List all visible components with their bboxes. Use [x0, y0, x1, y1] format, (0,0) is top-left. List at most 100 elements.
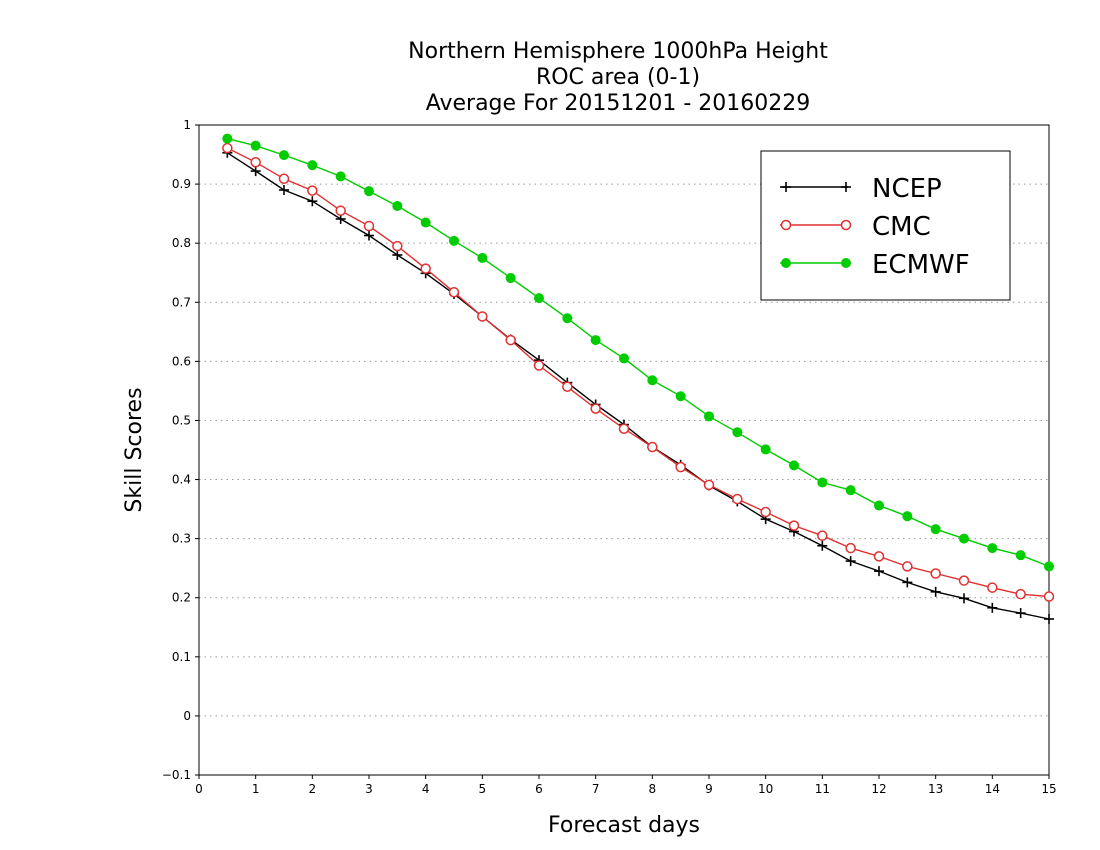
- data-point: [703, 479, 715, 491]
- title-line-3: Average For 20151201 - 20160229: [426, 91, 811, 116]
- legend: NCEP CMC ECMWF: [760, 150, 1011, 301]
- data-point: [817, 477, 828, 488]
- data-point: [902, 511, 913, 522]
- x-tick-label: 3: [365, 782, 373, 796]
- x-tick-label: 6: [535, 782, 543, 796]
- data-point: [732, 493, 743, 505]
- data-point: [392, 250, 403, 260]
- plot-frame: [198, 124, 1050, 776]
- x-tick-label: 1: [252, 782, 260, 796]
- data-point: [618, 423, 630, 434]
- data-point: [845, 556, 856, 567]
- x-tick-label: 10: [758, 782, 773, 796]
- y-tick-label: 0.7: [172, 295, 191, 309]
- series-line-ecmwf: [227, 137, 1050, 568]
- data-point: [590, 335, 601, 346]
- chart-title: Northern Hemisphere 1000hPa Height ROC a…: [408, 39, 828, 116]
- y-tick-label: 0.6: [172, 354, 191, 368]
- y-tick-label: −0.1: [162, 768, 191, 782]
- data-point: [335, 171, 346, 182]
- data-point: [307, 185, 318, 196]
- data-point: [930, 568, 941, 579]
- data-point: [392, 200, 403, 211]
- y-tick-label: 0.1: [172, 650, 191, 664]
- data-point: [760, 444, 771, 455]
- data-point: [448, 286, 460, 298]
- data-point: [420, 263, 431, 274]
- y-tick-label: 0.4: [172, 473, 191, 487]
- y-axis-label: Skill Scores: [122, 387, 147, 512]
- data-point: [477, 252, 488, 263]
- series-ecmwf: [222, 133, 1054, 572]
- legend-entries: NCEP CMC ECMWF: [780, 174, 970, 280]
- data-point: [987, 602, 998, 613]
- data-point: [505, 273, 516, 284]
- data-point: [449, 235, 459, 246]
- x-tick-label: 4: [422, 782, 430, 796]
- legend-marker: [840, 219, 852, 231]
- data-point: [1043, 591, 1055, 602]
- data-point: [420, 217, 431, 228]
- data-point: [902, 561, 913, 572]
- data-point: [1015, 608, 1026, 619]
- x-tick-label: 7: [592, 782, 600, 796]
- data-point: [959, 533, 969, 544]
- x-axis-ticks: 0 1 2 3 4 5 6 7 8 9 10 11 12 13 14 15: [195, 775, 1057, 796]
- data-point: [279, 185, 289, 195]
- data-point: [704, 411, 714, 422]
- data-point: [930, 524, 941, 535]
- data-point: [364, 186, 374, 197]
- data-point: [902, 577, 913, 588]
- data-point: [392, 240, 403, 252]
- data-point: [845, 485, 856, 496]
- legend-label: NCEP: [872, 174, 942, 204]
- data-point: [250, 166, 261, 177]
- y-tick-label: 0.9: [172, 177, 191, 191]
- data-point: [1044, 561, 1054, 572]
- data-point: [1044, 614, 1054, 624]
- y-tick-label: 1: [183, 118, 191, 132]
- data-point: [1015, 550, 1026, 561]
- data-point: [788, 520, 800, 531]
- data-point: [732, 427, 743, 438]
- data-point: [363, 220, 375, 232]
- legend-item-ncep: NCEP: [780, 174, 942, 204]
- data-point: [874, 566, 884, 577]
- data-point: [250, 156, 261, 168]
- series-group: [222, 133, 1055, 624]
- data-point: [760, 506, 771, 518]
- data-point: [987, 543, 998, 554]
- data-point: [250, 140, 261, 151]
- data-point: [307, 196, 318, 207]
- legend-marker: [841, 182, 851, 192]
- data-point: [930, 586, 941, 597]
- data-point: [562, 381, 573, 393]
- data-point: [789, 460, 799, 471]
- legend-label: ECMWF: [872, 250, 970, 280]
- legend-label: CMC: [872, 212, 931, 242]
- x-tick-label: 9: [705, 782, 713, 796]
- data-point: [958, 575, 970, 586]
- data-point: [505, 334, 516, 346]
- data-point: [590, 403, 601, 414]
- x-tick-label: 5: [479, 782, 487, 796]
- legend-item-cmc: CMC: [780, 212, 931, 242]
- data-point: [817, 540, 828, 551]
- data-point: [987, 582, 998, 593]
- x-tick-label: 14: [985, 782, 1000, 796]
- data-point: [279, 150, 289, 161]
- legend-marker: [841, 258, 851, 268]
- y-tick-label: 0.2: [172, 591, 191, 605]
- data-point: [222, 133, 233, 144]
- y-tick-label: 0.3: [172, 532, 191, 546]
- data-point: [533, 360, 545, 371]
- data-point: [675, 461, 686, 473]
- x-tick-label: 11: [815, 782, 830, 796]
- data-point: [364, 230, 374, 241]
- data-point: [873, 551, 885, 562]
- x-tick-label: 15: [1041, 782, 1056, 796]
- y-axis-ticks: −0.1 0 0.1 0.2 0.3 0.4 0.5 0.6 0.7 0.8 0.9 1: [162, 118, 199, 782]
- data-point: [959, 593, 969, 604]
- y-tick-label: 0.5: [172, 413, 191, 427]
